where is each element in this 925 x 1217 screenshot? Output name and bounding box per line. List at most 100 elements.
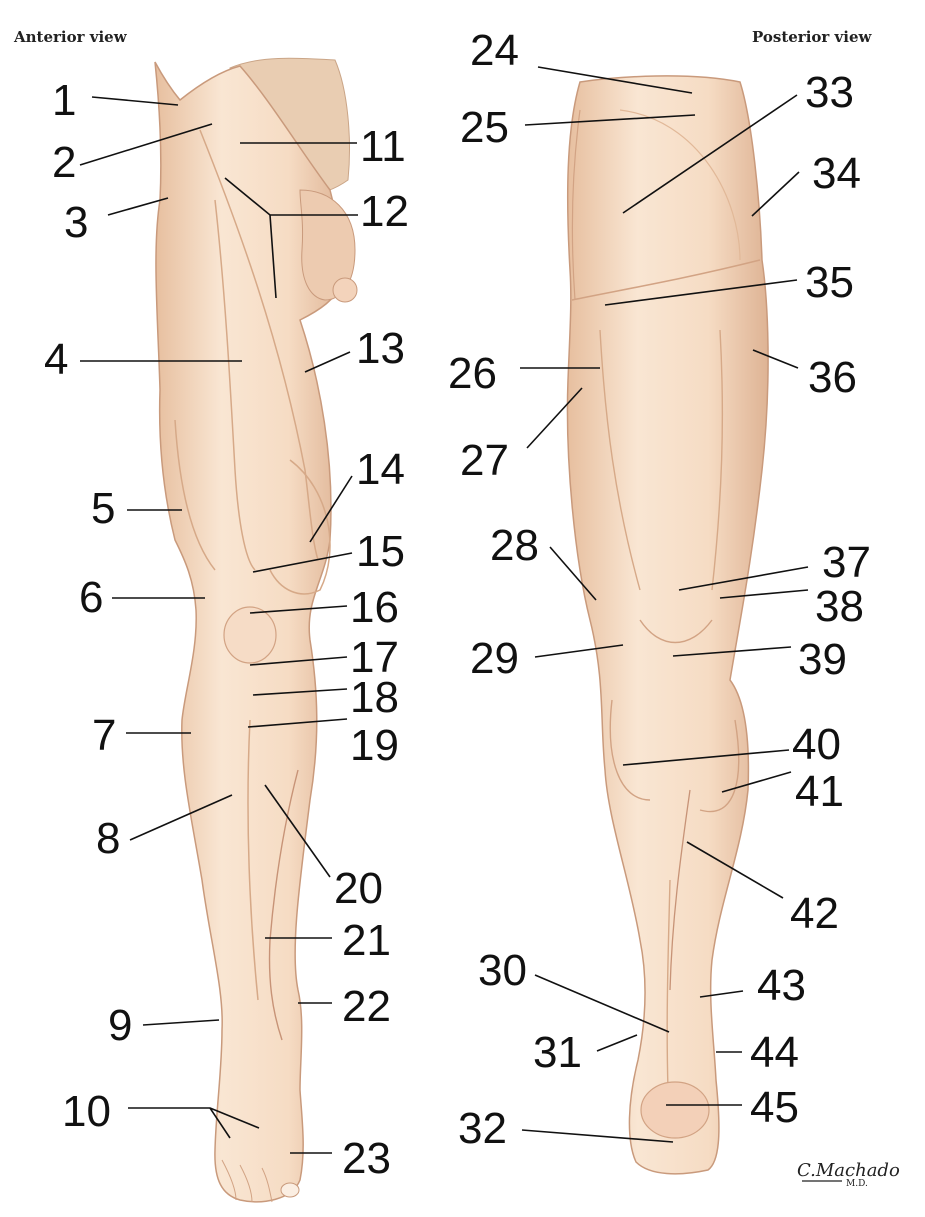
label-3: 3 [64,198,88,247]
leader-12 [224,177,358,299]
label-5: 5 [91,484,115,533]
toe-line-3 [261,1167,273,1203]
leader-38 [719,589,809,599]
great-toenail [280,1182,300,1198]
label-28: 28 [490,521,539,570]
leader-9 [142,1019,220,1026]
heel-pad [640,1081,710,1139]
leader-2 [79,123,213,166]
posterior-leg-silhouette [566,75,769,1175]
leader-16 [249,605,348,614]
label-34: 34 [812,149,861,198]
leader-37 [678,566,809,591]
label-39: 39 [798,635,847,684]
leader-41 [721,771,792,793]
leader-18 [252,688,348,696]
label-37: 37 [822,538,871,587]
label-11: 11 [360,122,406,171]
leader-33 [622,94,798,214]
label-13: 13 [356,324,405,373]
signature-name: C.Machado [797,1160,900,1181]
hamstring-contour-medial [599,329,641,591]
label-22: 22 [342,982,391,1031]
number-labels: 1 2 3 4 5 6 7 8 9 10 11 12 13 14 15 16 1… [44,26,871,1183]
label-38: 38 [815,582,864,631]
label-44: 44 [750,1028,799,1077]
posterior-view-title: Posterior view [752,28,872,46]
posterior-leg-illustration [566,75,769,1175]
leader-25 [524,114,696,126]
buttock-contour [619,109,741,261]
popliteal-fossa [639,619,713,644]
label-43: 43 [757,961,806,1010]
small-saphenous-vein [669,789,691,991]
anterior-leg-illustration [154,57,358,1203]
vastus-lateralis-bulge [174,419,216,571]
leader-17 [249,656,348,666]
quadriceps-contour [214,199,256,571]
label-6: 6 [79,573,103,622]
leader-42 [686,841,784,899]
label-18: 18 [350,673,399,722]
leader-39 [672,646,792,657]
label-23: 23 [342,1134,391,1183]
label-8: 8 [96,814,120,863]
patella-shape [223,606,277,664]
label-17: 17 [350,633,399,682]
leader-31 [596,1034,638,1052]
label-30: 30 [478,946,527,995]
leader-1 [91,96,179,106]
label-4: 4 [44,335,68,384]
label-45: 45 [750,1083,799,1132]
calcaneal-tendon [666,879,671,1091]
toe-line-2 [239,1164,253,1203]
label-15: 15 [356,527,405,576]
label-40: 40 [792,720,841,769]
gluteal-fold [571,259,761,301]
hamstring-contour-lateral [711,329,724,591]
anterior-view-title: Anterior view [14,28,127,46]
label-21: 21 [342,916,391,965]
label-41: 41 [795,767,844,816]
glans [332,277,358,303]
label-35: 35 [805,258,854,307]
leader-40 [622,749,790,766]
leader-lines [79,66,809,1154]
gluteal-cleft [571,109,581,301]
label-25: 25 [460,103,509,152]
label-27: 27 [460,436,509,485]
label-12: 12 [360,187,409,236]
label-9: 9 [108,1001,132,1050]
label-20: 20 [334,864,383,913]
signature-credential: M.D. [846,1179,868,1189]
leader-27 [526,387,583,449]
leader-29 [534,644,624,658]
leader-24 [537,66,693,94]
leader-19 [247,718,348,728]
leader-32 [521,1129,674,1143]
label-16: 16 [350,583,399,632]
tibia-ridge [247,719,259,1001]
leader-10 [128,1107,260,1139]
leader-43 [699,990,744,998]
leader-28 [549,546,597,601]
label-36: 36 [808,353,857,402]
label-2: 2 [52,138,76,187]
leader-8 [129,794,233,841]
label-42: 42 [790,889,839,938]
artist-signature: C.Machado M.D. [797,1160,900,1189]
sartorius-contour [199,129,319,561]
gastrocnemius-lateral [699,719,740,813]
leader-14 [309,475,353,543]
great-saphenous-vein [268,769,299,1041]
scrotum [299,189,356,301]
leader-13 [304,351,351,373]
label-14: 14 [356,445,405,494]
toe-line-1 [221,1159,237,1201]
label-1: 1 [52,76,76,125]
label-19: 19 [350,721,399,770]
vastus-medialis-bulge [269,459,331,595]
gastrocnemius-medial [609,699,651,801]
